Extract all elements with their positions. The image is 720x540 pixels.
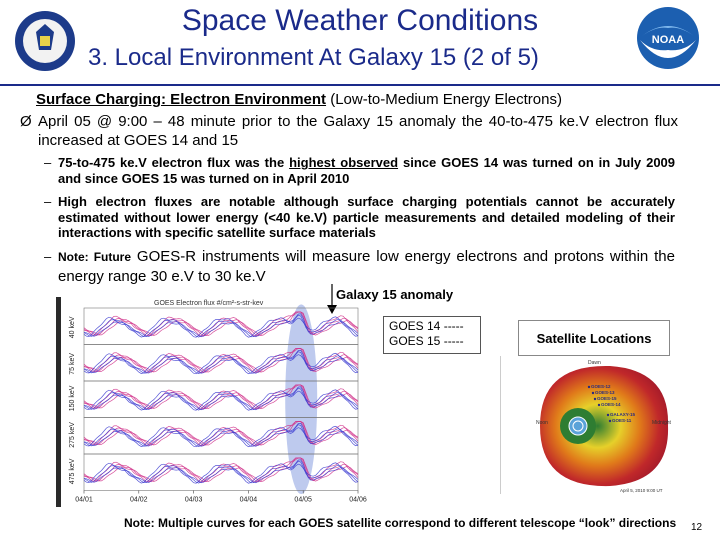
series-line-goes-15 — [83, 425, 359, 448]
series-line-goes-15 — [83, 352, 359, 375]
series-line-goes-15 — [83, 386, 359, 411]
satellite-locations-title: Satellite Locations — [518, 320, 670, 356]
x-tick-label: 04/02 — [130, 497, 148, 504]
series-line-goes-15 — [83, 351, 359, 374]
sub-item-2-text: High electron fluxes are notable althoug… — [58, 194, 675, 240]
series-line-goes-14 — [83, 348, 359, 373]
sub-item-2: – High electron fluxes are notable altho… — [44, 194, 675, 241]
panel-label: 150 keV — [69, 385, 76, 411]
chart-legend: GOES 14 ----- GOES 15 ----- — [383, 316, 481, 354]
series-line-goes-15 — [83, 314, 359, 338]
series-line-goes-15 — [83, 459, 359, 484]
panel-label: 275 keV — [69, 422, 76, 448]
sub-item-1-emphasis: highest observed — [289, 155, 399, 170]
series-line-goes-15 — [83, 389, 359, 411]
page-number: 12 — [691, 522, 703, 533]
series-line-goes-14 — [83, 348, 359, 374]
svg-text:NOAA: NOAA — [652, 34, 684, 46]
title-divider — [0, 84, 720, 86]
dash-marker: – — [44, 155, 52, 170]
sub-item-3-note-label: Note: Future — [58, 250, 132, 264]
series-line-goes-14 — [83, 421, 359, 447]
sat-label-goes14: GOES-14 — [601, 402, 621, 407]
chart-title: GOES Electron flux #/cm²-s-str-kev — [154, 300, 264, 307]
map-label-bottom: April 5, 2010 9:00 UT — [620, 488, 663, 493]
sub-item-1-post: since GOES 14 was turned on in July 2009… — [58, 155, 676, 186]
section-heading-rest: (Low-to-Medium Energy Electrons) — [330, 91, 562, 108]
series-line-goes-14 — [83, 457, 359, 482]
series-line-goes-14 — [83, 311, 359, 336]
satellite-locations-map: Dawn Noon Midnight April 5, 2010 9:00 UT… — [500, 356, 680, 494]
legend-goes15: GOES 15 ----- — [389, 334, 464, 348]
page-title: Space Weather Conditions — [181, 4, 539, 37]
map-label-left: Noon — [536, 420, 548, 426]
sat-label-goes11: GOES-11 — [612, 418, 632, 423]
sat-label-goes13: GOES-13 — [595, 390, 615, 395]
department-of-commerce-seal — [15, 11, 75, 71]
sub-item-3-text: GOES-R instruments will measure low ener… — [58, 248, 675, 285]
sat-label-goes12: GOES-12 — [591, 384, 611, 389]
series-line-goes-15 — [83, 422, 359, 447]
section-heading: Surface Charging: Electron Environment (… — [36, 91, 562, 108]
panel-label: 475 keV — [69, 458, 76, 484]
sub-item-1-pre: 75-to-475 ke.V electron flux was the — [58, 155, 290, 170]
panel-label: 40 keV — [69, 316, 76, 338]
series-line-goes-14 — [83, 457, 359, 483]
x-tick-label: 04/01 — [75, 497, 93, 504]
series-line-goes-14 — [83, 311, 359, 337]
dash-marker: – — [44, 249, 52, 264]
map-label-right: Midnight — [652, 420, 672, 426]
x-tick-label: 04/04 — [240, 497, 258, 504]
panel-label: 75 keV — [69, 353, 76, 375]
series-line-goes-15 — [83, 313, 359, 338]
bullet-arrow-icon: Ø — [20, 113, 32, 130]
chart-left-edge — [56, 297, 61, 507]
section-heading-bold: Surface Charging: Electron Environment — [36, 91, 327, 108]
panel-frame — [83, 307, 359, 345]
main-bullet: Ø April 05 @ 9:00 – 48 minute prior to t… — [20, 112, 678, 150]
sat-label-galaxy15: GALAXY-15 — [610, 412, 636, 417]
series-line-goes-14 — [83, 384, 359, 409]
series-line-goes-15 — [83, 460, 359, 484]
panel-frame — [83, 453, 359, 491]
series-line-goes-14 — [83, 421, 359, 446]
legend-goes14: GOES 14 ----- — [389, 319, 464, 333]
x-tick-label: 04/05 — [294, 497, 312, 504]
anomaly-label: Galaxy 15 anomaly — [336, 287, 454, 302]
map-label-top: Dawn — [588, 360, 601, 366]
series-line-goes-15 — [83, 349, 359, 374]
page-subtitle: 3. Local Environment At Galaxy 15 (2 of … — [88, 44, 539, 71]
sat-label-goes15: GOES-15 — [597, 396, 617, 401]
electron-flux-chart: GOES Electron flux #/cm²-s-str-kev 40 keV… — [69, 300, 367, 504]
sub-item-1: – 75-to-475 ke.V electron flux was the h… — [44, 155, 676, 186]
x-tick-label: 04/03 — [185, 497, 203, 504]
series-line-goes-15 — [83, 387, 359, 411]
anomaly-arrow-icon — [327, 284, 337, 314]
footnote: Note: Multiple curves for each GOES sate… — [124, 516, 677, 530]
series-line-goes-15 — [83, 424, 359, 447]
dash-marker: – — [44, 194, 52, 209]
series-line-goes-15 — [83, 462, 359, 484]
noaa-logo: NOAA — [637, 7, 699, 69]
x-tick-label: 04/06 — [349, 497, 367, 504]
panel-frame — [83, 344, 359, 382]
series-line-goes-14 — [83, 384, 359, 410]
main-bullet-text: April 05 @ 9:00 – 48 minute prior to the… — [38, 113, 678, 149]
sub-item-3: – Note: Future GOES-R instruments will m… — [44, 247, 675, 286]
series-line-goes-15 — [83, 316, 359, 338]
panel-frame — [83, 417, 359, 455]
